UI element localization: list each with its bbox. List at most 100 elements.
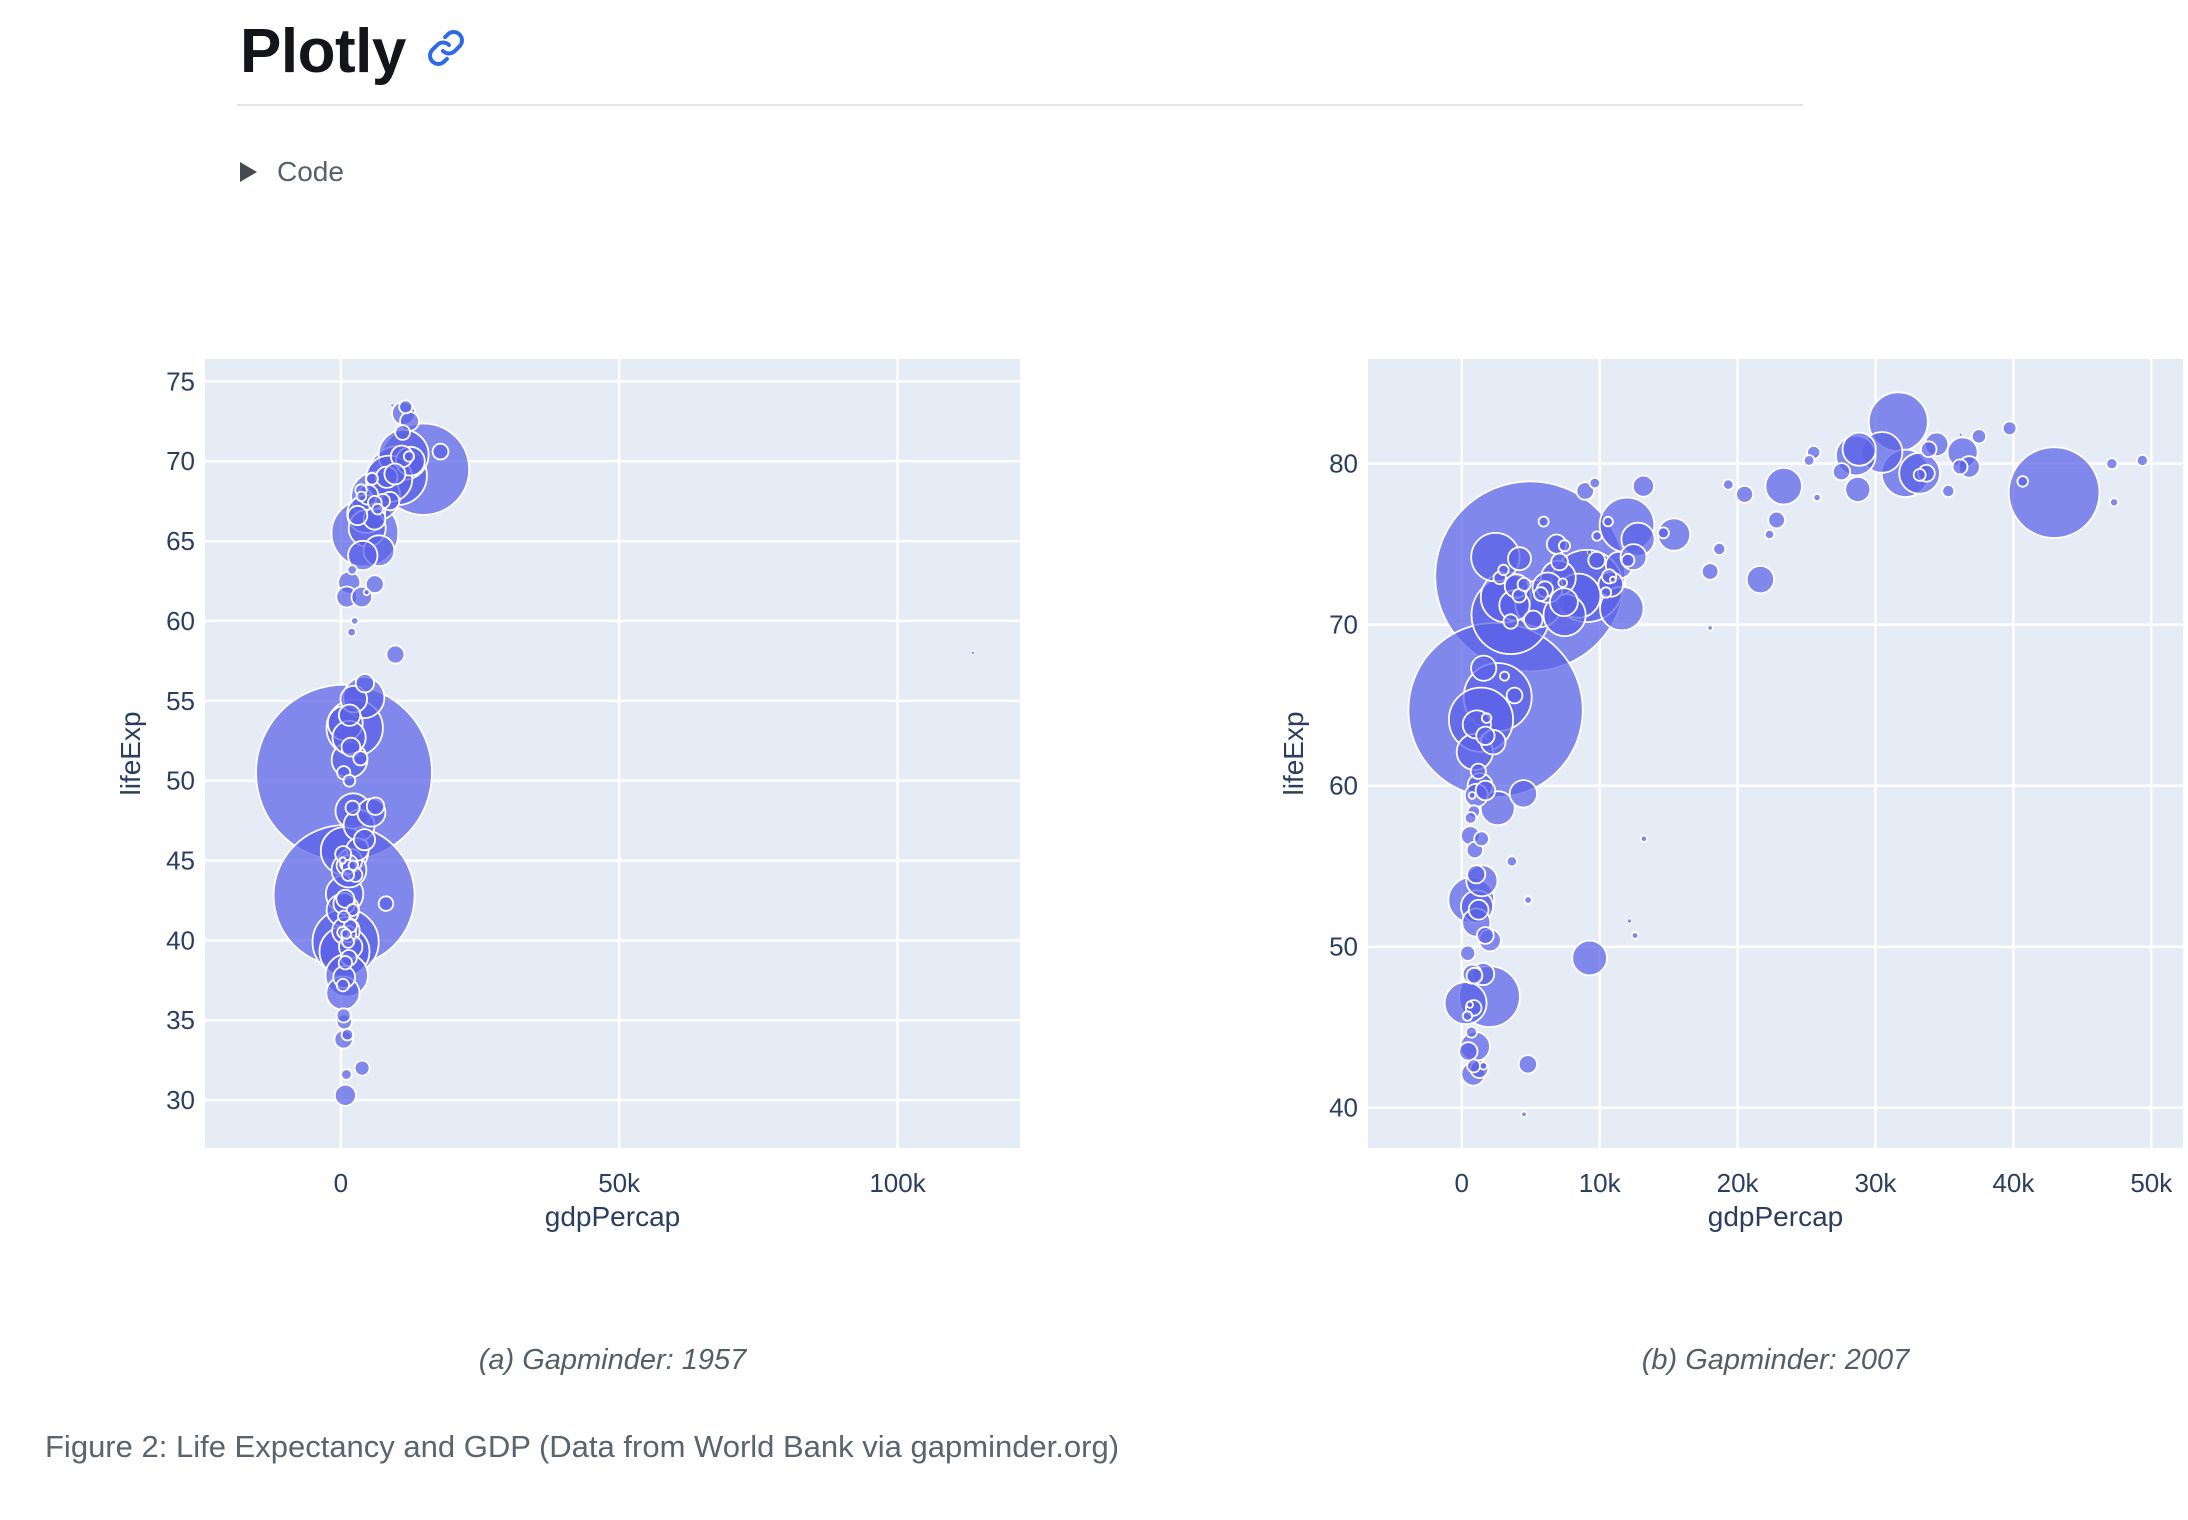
data-bubble[interactable] <box>1475 725 1496 746</box>
data-bubble[interactable] <box>1465 1000 1474 1009</box>
data-bubble[interactable] <box>1467 898 1490 921</box>
anchor-link[interactable] <box>426 28 466 68</box>
data-bubble[interactable] <box>1480 712 1493 724</box>
data-bubble[interactable] <box>1626 918 1632 924</box>
data-bubble[interactable] <box>1735 484 1755 504</box>
data-bubble[interactable] <box>1832 462 1852 482</box>
data-bubble[interactable] <box>345 903 360 917</box>
data-bubble[interactable] <box>340 736 362 758</box>
data-bubble[interactable] <box>347 539 379 572</box>
data-bubble[interactable] <box>2016 475 2029 488</box>
data-bubble[interactable] <box>1588 476 1602 490</box>
data-bubble[interactable] <box>1631 474 1655 498</box>
data-bubble[interactable] <box>341 868 356 882</box>
data-bubble[interactable] <box>1499 670 1510 682</box>
data-bubble[interactable] <box>1548 587 1579 618</box>
data-bubble[interactable] <box>402 450 416 463</box>
data-bubble[interactable] <box>1467 791 1477 800</box>
chart-1957-canvas[interactable]: 30 35 40 45 50 55 60 65 70 75 0 50k 100k gdpPercap lif… <box>110 352 1025 1232</box>
data-bubble[interactable] <box>333 1083 357 1107</box>
data-bubble[interactable] <box>1516 576 1532 592</box>
data-bubble[interactable] <box>390 403 395 408</box>
data-bubble[interactable] <box>355 490 368 503</box>
data-bubble[interactable] <box>1722 478 1735 491</box>
data-bubble[interactable] <box>385 644 406 665</box>
data-bubble[interactable] <box>1461 1010 1474 1022</box>
data-bubble[interactable] <box>1508 779 1538 809</box>
data-bubble[interactable] <box>340 1068 353 1081</box>
data-bubble[interactable] <box>362 588 371 597</box>
data-bubble[interactable] <box>1712 541 1727 556</box>
data-bubble[interactable] <box>1591 530 1603 542</box>
data-bubble[interactable] <box>1912 468 1927 482</box>
data-bubble[interactable] <box>1951 458 1969 476</box>
data-bubble[interactable] <box>1478 1061 1488 1071</box>
data-bubble[interactable] <box>1474 779 1497 802</box>
data-bubble[interactable] <box>1920 440 1938 458</box>
data-bubble[interactable] <box>1466 864 1487 885</box>
data-bubble[interactable] <box>377 895 395 912</box>
data-bubble[interactable] <box>1523 609 1544 631</box>
data-bubble[interactable] <box>352 828 376 852</box>
data-bubble[interactable] <box>1505 855 1518 868</box>
data-bubble[interactable] <box>1639 834 1648 843</box>
data-bubble[interactable] <box>347 859 359 871</box>
data-bubble[interactable] <box>1497 563 1510 576</box>
data-bubble[interactable] <box>347 504 369 527</box>
data-bubble[interactable] <box>1507 546 1532 572</box>
data-bubble[interactable] <box>1630 931 1640 940</box>
data-bubble[interactable] <box>335 1007 352 1024</box>
data-bubble[interactable] <box>1465 1025 1478 1039</box>
data-bubble[interactable] <box>1970 428 1988 445</box>
data-bubble[interactable] <box>2001 420 2018 436</box>
data-bubble[interactable] <box>1469 762 1487 780</box>
data-bubble[interactable] <box>353 1059 371 1077</box>
data-bubble[interactable] <box>1571 939 1608 977</box>
data-bubble[interactable] <box>1458 1041 1479 1062</box>
data-bubble[interactable] <box>1557 577 1569 589</box>
data-bubble[interactable] <box>1620 553 1636 568</box>
data-bubble[interactable] <box>1802 454 1816 467</box>
data-bubble[interactable] <box>1841 431 1877 467</box>
data-bubble[interactable] <box>1502 613 1519 630</box>
data-bubble[interactable] <box>1700 562 1720 581</box>
data-bubble[interactable] <box>1463 811 1478 825</box>
data-bubble[interactable] <box>1706 624 1714 632</box>
data-bubble[interactable] <box>1608 575 1617 584</box>
data-bubble[interactable] <box>1656 526 1670 540</box>
data-bubble[interactable] <box>1557 539 1571 553</box>
data-bubble[interactable] <box>350 616 360 626</box>
data-bubble[interactable] <box>2105 457 2119 471</box>
data-bubble[interactable] <box>1473 830 1490 848</box>
data-bubble[interactable] <box>346 564 358 576</box>
data-bubble[interactable] <box>1587 551 1607 570</box>
data-bubble[interactable] <box>1586 549 1592 555</box>
data-bubble[interactable] <box>365 796 386 816</box>
data-bubble[interactable] <box>337 909 351 924</box>
data-bubble[interactable] <box>2109 497 2120 508</box>
data-bubble[interactable] <box>371 502 384 516</box>
data-bubble[interactable] <box>1575 481 1595 501</box>
data-bubble[interactable] <box>1465 966 1484 985</box>
data-bubble[interactable] <box>1941 483 1956 498</box>
data-bubble[interactable] <box>1745 565 1775 595</box>
data-bubble[interactable] <box>1550 552 1569 572</box>
data-bubble[interactable] <box>2007 446 2101 539</box>
data-bubble[interactable] <box>338 703 362 727</box>
data-bubble[interactable] <box>1958 432 1963 437</box>
data-bubble[interactable] <box>342 773 357 788</box>
data-bubble[interactable] <box>346 626 357 638</box>
data-bubble[interactable] <box>335 888 356 909</box>
data-bubble[interactable] <box>1470 654 1498 682</box>
data-bubble[interactable] <box>1764 466 1803 506</box>
data-bubble[interactable] <box>338 856 347 865</box>
data-bubble[interactable] <box>335 977 350 993</box>
data-bubble[interactable] <box>1537 515 1550 528</box>
data-bubble[interactable] <box>2135 453 2149 467</box>
data-bubble[interactable] <box>1532 586 1549 602</box>
data-bubble[interactable] <box>365 472 379 486</box>
data-bubble[interactable] <box>394 424 411 441</box>
data-bubble[interactable] <box>1844 475 1872 503</box>
data-bubble[interactable] <box>1459 944 1477 962</box>
data-bubble[interactable] <box>1599 586 1613 599</box>
